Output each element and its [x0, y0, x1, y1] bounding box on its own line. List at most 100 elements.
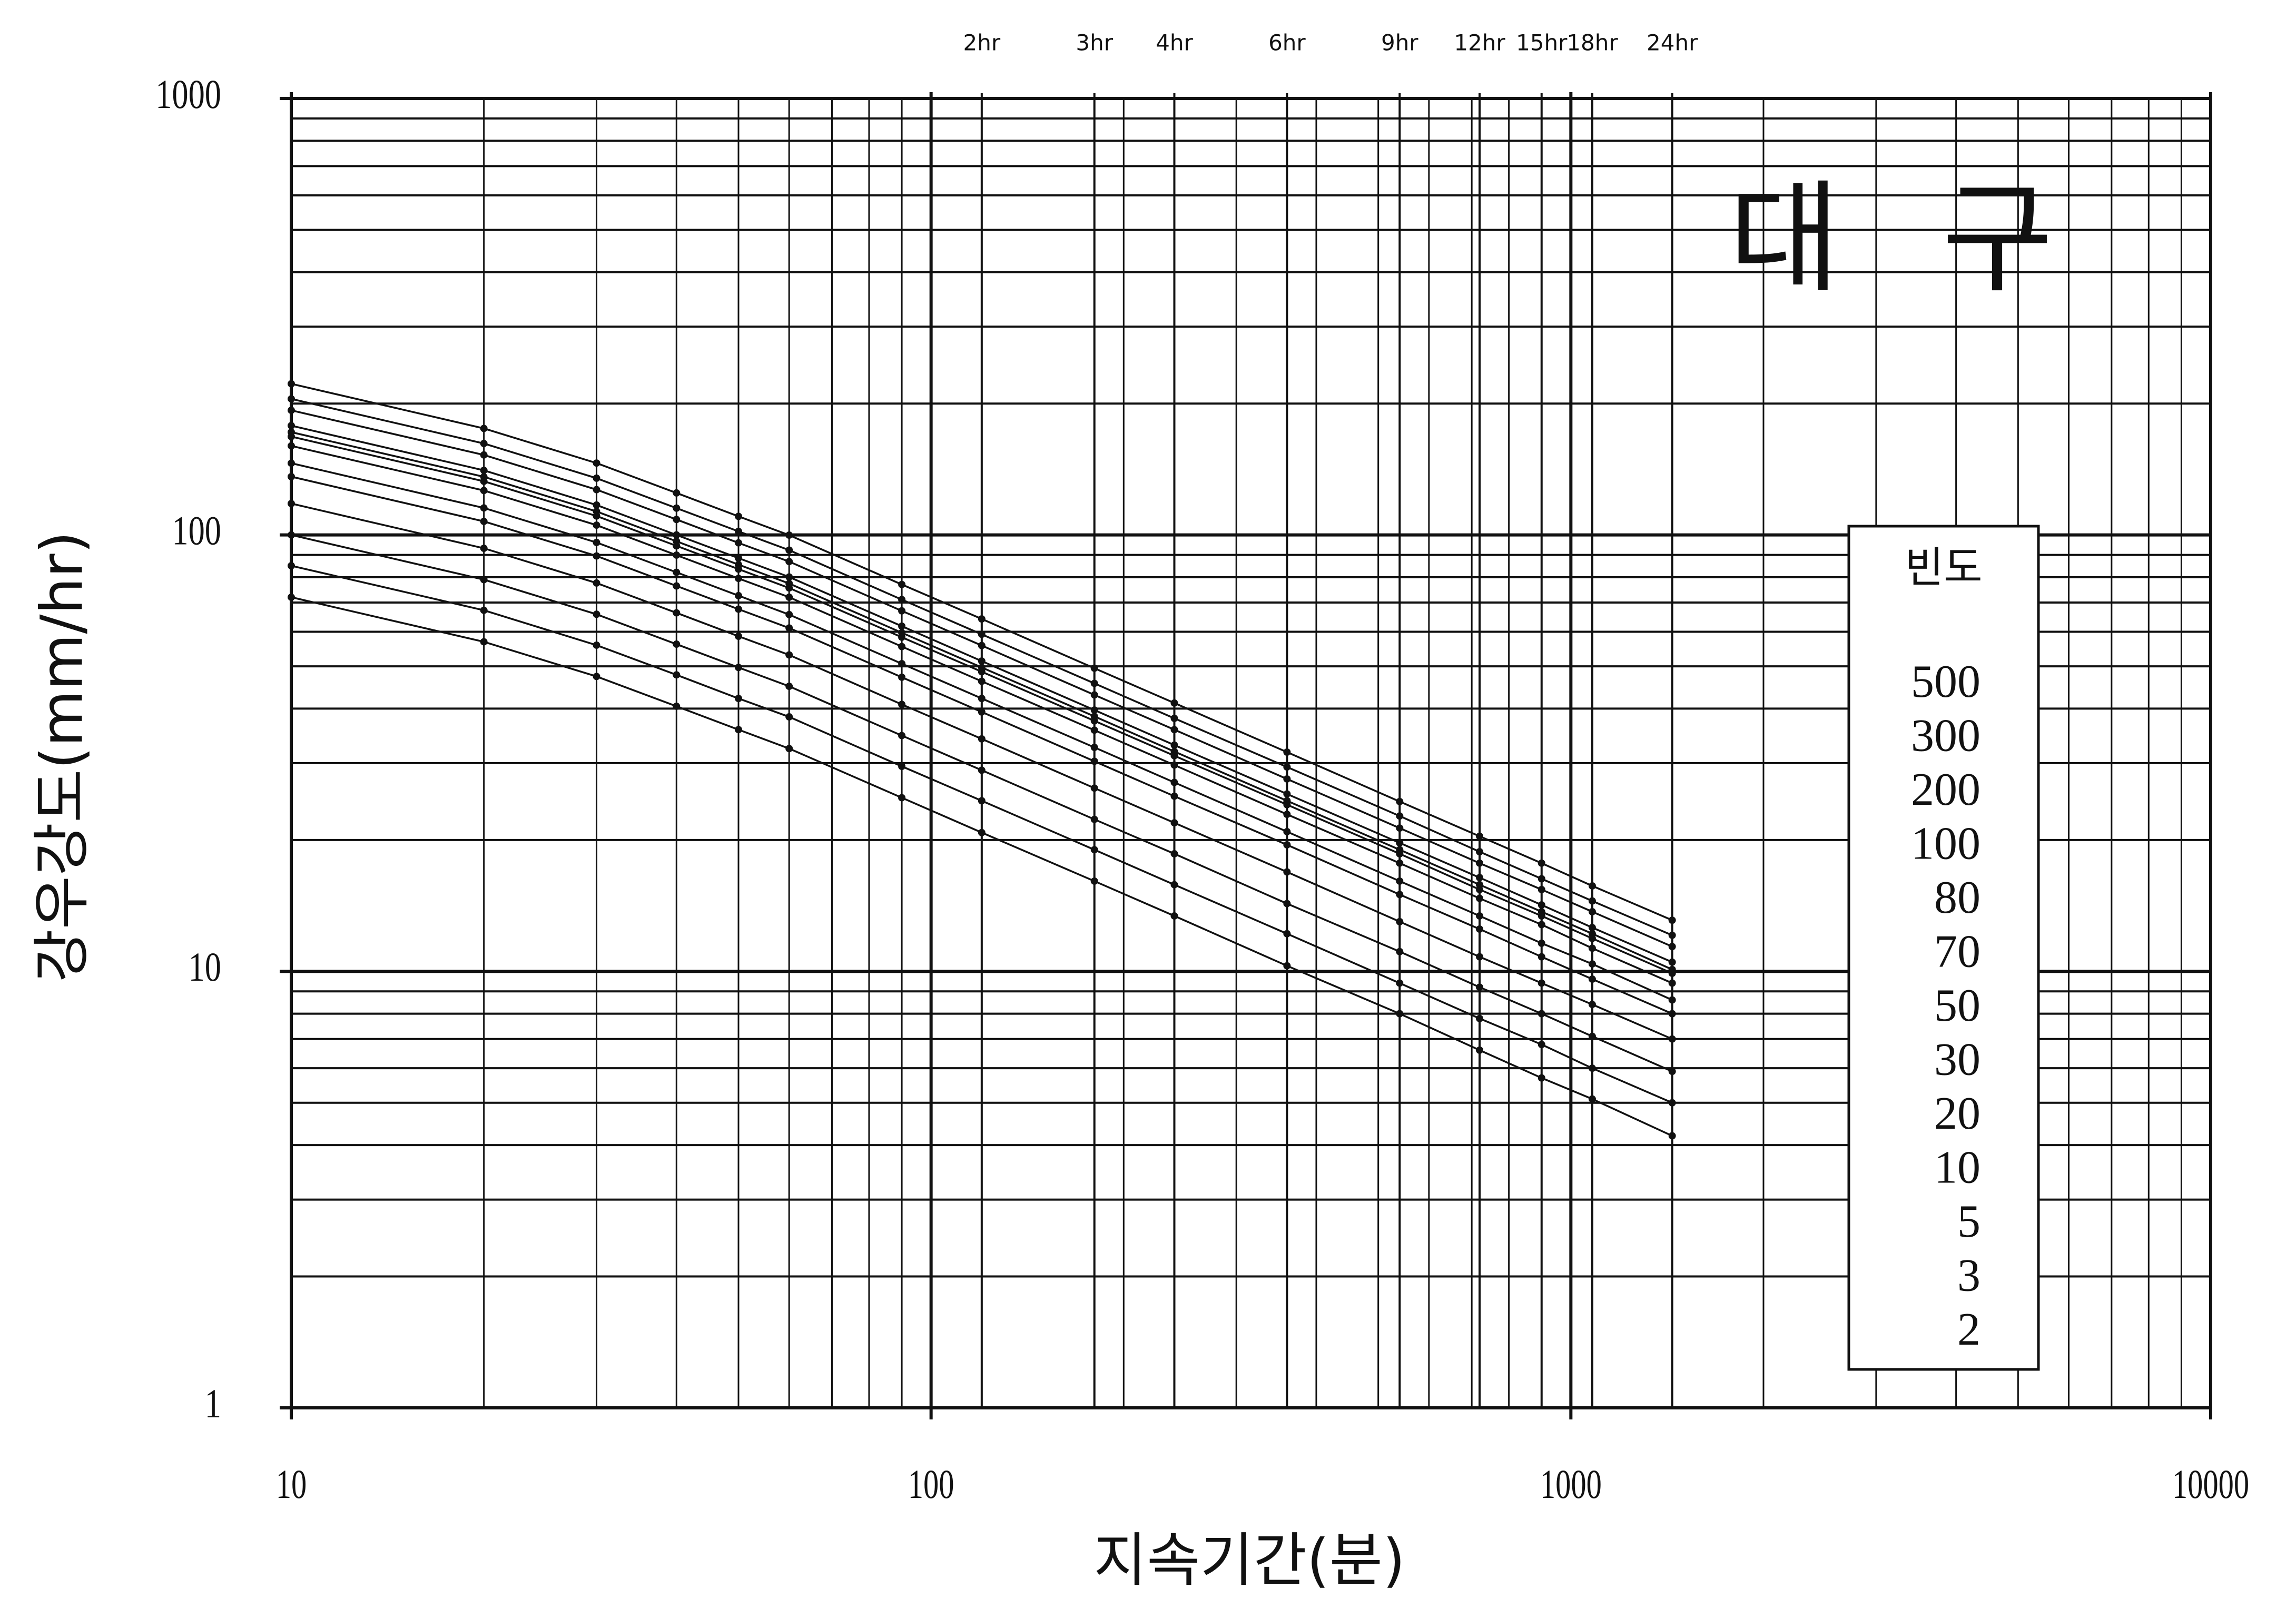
- data-point: [1396, 859, 1404, 867]
- data-point: [1668, 931, 1676, 939]
- legend-label: 5: [1957, 1196, 1980, 1247]
- data-point: [480, 638, 488, 646]
- data-point: [1476, 925, 1484, 933]
- legend-label: 20: [1934, 1088, 1980, 1139]
- data-point: [898, 633, 906, 641]
- series-line: [291, 534, 1673, 1072]
- data-point: [785, 683, 793, 690]
- data-point: [1283, 841, 1291, 849]
- data-point: [785, 593, 793, 601]
- data-point: [480, 425, 488, 432]
- plot-frame: [290, 97, 2212, 1409]
- data-point: [1588, 944, 1596, 952]
- data-point: [1538, 1041, 1545, 1049]
- data-point: [1668, 1035, 1676, 1043]
- data-point: [1090, 664, 1098, 672]
- data-point: [288, 562, 295, 570]
- data-point: [673, 568, 681, 576]
- series-line: [291, 382, 1673, 921]
- data-point: [978, 615, 986, 623]
- data-point: [1396, 824, 1404, 832]
- data-point: [1476, 1014, 1484, 1022]
- data-point: [1090, 784, 1098, 792]
- data-point: [1283, 828, 1291, 836]
- data-point: [735, 591, 743, 599]
- data-point: [480, 487, 488, 495]
- data-point: [1396, 979, 1404, 987]
- data-point: [785, 531, 793, 539]
- data-point: [1170, 850, 1178, 857]
- x-tick-label: 1000: [1540, 1462, 1602, 1507]
- data-point: [480, 477, 488, 485]
- data-point: [673, 504, 681, 512]
- data-point: [1170, 761, 1178, 769]
- top-tick-label: 9hr: [1381, 30, 1418, 56]
- data-point: [978, 797, 986, 805]
- data-point: [1283, 900, 1291, 907]
- series-line: [291, 476, 1673, 1015]
- data-point: [735, 575, 743, 583]
- data-point: [978, 708, 986, 716]
- data-point: [593, 552, 600, 560]
- data-point: [1283, 811, 1291, 818]
- data-point: [593, 641, 600, 649]
- data-point: [898, 794, 906, 802]
- y-tick-label: 1: [205, 1381, 221, 1426]
- data-point: [1476, 894, 1484, 902]
- data-point: [978, 695, 986, 703]
- data-point: [1538, 859, 1545, 867]
- data-point: [1170, 912, 1178, 920]
- data-point: [1476, 1046, 1484, 1054]
- legend-label: 200: [1911, 764, 1980, 815]
- series-line: [291, 425, 1673, 963]
- data-point: [898, 596, 906, 604]
- data-point: [978, 668, 986, 676]
- data-point: [735, 554, 743, 562]
- data-point: [673, 542, 681, 550]
- legend-label: 3: [1957, 1250, 1980, 1301]
- data-point: [785, 745, 793, 753]
- data-point: [593, 512, 600, 520]
- data-point: [1588, 924, 1596, 932]
- data-point: [978, 642, 986, 649]
- legend-label: 70: [1934, 926, 1980, 978]
- data-point: [1090, 846, 1098, 854]
- data-point: [1396, 891, 1404, 899]
- data-point: [1538, 875, 1545, 883]
- series-line: [291, 502, 1673, 1040]
- data-point: [1476, 859, 1484, 867]
- data-point: [785, 610, 793, 618]
- data-point: [1476, 832, 1484, 840]
- top-tick-label: 24hr: [1647, 30, 1698, 56]
- data-point: [978, 677, 986, 685]
- data-point: [1538, 939, 1545, 947]
- top-tick-label: 18hr: [1566, 30, 1618, 56]
- data-point: [1668, 979, 1676, 987]
- data-point: [735, 565, 743, 573]
- data-point: [1170, 752, 1178, 759]
- data-point: [480, 576, 488, 584]
- data-point: [288, 395, 295, 403]
- data-point: [1538, 979, 1545, 987]
- data-point: [288, 407, 295, 415]
- data-point: [1090, 691, 1098, 699]
- x-axis-title: 지속기간(분): [1093, 1526, 1405, 1594]
- data-point: [785, 713, 793, 721]
- data-point: [898, 580, 906, 588]
- data-point: [673, 640, 681, 648]
- data-point: [785, 651, 793, 659]
- data-point: [673, 671, 681, 679]
- legend-label: 500: [1911, 656, 1980, 707]
- data-point: [735, 633, 743, 640]
- data-point: [1170, 699, 1178, 707]
- data-point: [480, 545, 488, 553]
- legend-label: 30: [1934, 1034, 1980, 1086]
- data-point: [978, 657, 986, 665]
- data-point: [288, 380, 295, 388]
- data-point: [593, 521, 600, 529]
- data-point: [1668, 943, 1676, 951]
- data-point: [1538, 1010, 1545, 1018]
- data-point: [593, 474, 600, 482]
- data-point: [735, 664, 743, 672]
- series-line: [291, 436, 1673, 974]
